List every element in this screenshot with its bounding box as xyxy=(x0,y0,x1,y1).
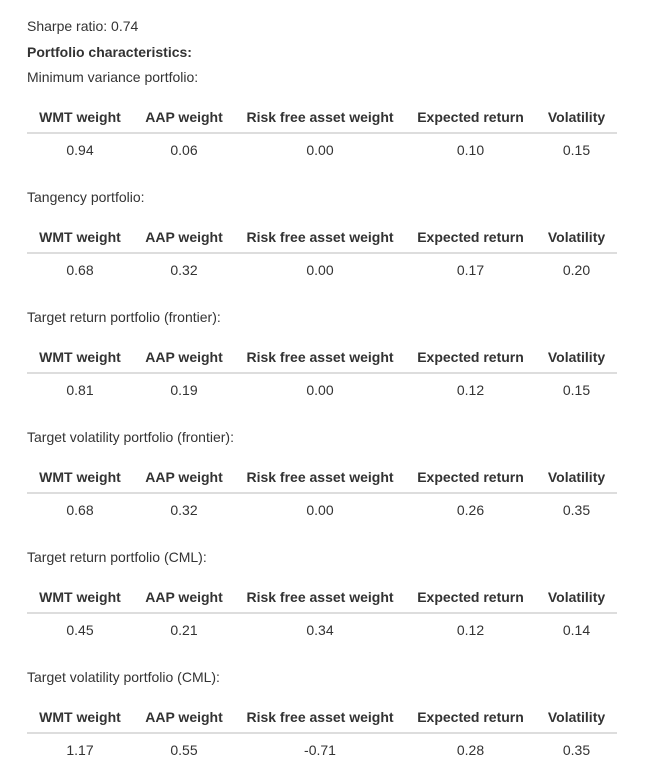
column-header-aap-weight: AAP weight xyxy=(133,221,235,254)
cell-expected-return: 0.28 xyxy=(456,741,485,758)
portfolio-caption: Target return portfolio (CML): xyxy=(27,549,207,565)
table-row: 1.17 0.55 -0.71 0.28 0.35 xyxy=(27,733,617,765)
cell-wmt-weight: 1.17 xyxy=(66,741,94,758)
cell-aap-weight: 0.21 xyxy=(170,621,198,638)
column-header-volatility: Volatility xyxy=(536,341,617,374)
column-header-expected-return: Expected return xyxy=(405,101,536,134)
portfolio-table: WMT weight AAP weight Risk free asset we… xyxy=(27,581,617,645)
portfolio-table: WMT weight AAP weight Risk free asset we… xyxy=(27,461,617,525)
table-header-row: WMT weight AAP weight Risk free asset we… xyxy=(27,581,617,614)
column-header-wmt-weight: WMT weight xyxy=(27,461,133,494)
column-header-risk-free-weight: Risk free asset weight xyxy=(235,581,405,614)
table-header-row: WMT weight AAP weight Risk free asset we… xyxy=(27,221,617,254)
cell-aap-weight: 0.32 xyxy=(170,261,198,278)
table-header-row: WMT weight AAP weight Risk free asset we… xyxy=(27,341,617,374)
column-header-aap-weight: AAP weight xyxy=(133,101,235,134)
cell-volatility: 0.14 xyxy=(562,621,591,638)
table-row: 0.68 0.32 0.00 0.17 0.20 xyxy=(27,253,617,285)
column-header-volatility: Volatility xyxy=(536,581,617,614)
table-row: 0.68 0.32 0.00 0.26 0.35 xyxy=(27,493,617,525)
column-header-wmt-weight: WMT weight xyxy=(27,701,133,734)
column-header-aap-weight: AAP weight xyxy=(133,701,235,734)
cell-aap-weight: 0.19 xyxy=(170,381,198,398)
cell-aap-weight: 0.55 xyxy=(170,741,198,758)
cell-risk-free-weight: -0.71 xyxy=(304,741,336,758)
column-header-wmt-weight: WMT weight xyxy=(27,101,133,134)
cell-aap-weight: 0.32 xyxy=(170,501,198,518)
table-header-row: WMT weight AAP weight Risk free asset we… xyxy=(27,701,617,734)
cell-risk-free-weight: 0.00 xyxy=(306,381,334,398)
cell-risk-free-weight: 0.00 xyxy=(306,141,334,158)
cell-expected-return: 0.12 xyxy=(456,621,485,638)
column-header-risk-free-weight: Risk free asset weight xyxy=(235,221,405,254)
cell-volatility: 0.15 xyxy=(562,141,591,158)
cell-risk-free-weight: 0.00 xyxy=(306,501,334,518)
cell-expected-return: 0.26 xyxy=(456,501,485,518)
column-header-risk-free-weight: Risk free asset weight xyxy=(235,101,405,134)
column-header-volatility: Volatility xyxy=(536,461,617,494)
portfolio-report: Sharpe ratio: 0.74 Portfolio characteris… xyxy=(0,16,650,765)
column-header-wmt-weight: WMT weight xyxy=(27,341,133,374)
column-header-volatility: Volatility xyxy=(536,701,617,734)
table-row: 0.81 0.19 0.00 0.12 0.15 xyxy=(27,373,617,405)
column-header-risk-free-weight: Risk free asset weight xyxy=(235,701,405,734)
cell-volatility: 0.35 xyxy=(562,501,591,518)
portfolio-table: WMT weight AAP weight Risk free asset we… xyxy=(27,701,617,765)
table-header-row: WMT weight AAP weight Risk free asset we… xyxy=(27,461,617,494)
cell-wmt-weight: 0.94 xyxy=(66,141,94,158)
column-header-volatility: Volatility xyxy=(536,101,617,134)
column-header-expected-return: Expected return xyxy=(405,581,536,614)
table-header-row: WMT weight AAP weight Risk free asset we… xyxy=(27,101,617,134)
cell-expected-return: 0.12 xyxy=(456,381,485,398)
column-header-expected-return: Expected return xyxy=(405,221,536,254)
cell-volatility: 0.15 xyxy=(562,381,591,398)
column-header-volatility: Volatility xyxy=(536,221,617,254)
portfolio-table: WMT weight AAP weight Risk free asset we… xyxy=(27,221,617,285)
cell-volatility: 0.35 xyxy=(562,741,591,758)
cell-expected-return: 0.10 xyxy=(456,141,485,158)
column-header-wmt-weight: WMT weight xyxy=(27,221,133,254)
cell-risk-free-weight: 0.00 xyxy=(306,261,334,278)
column-header-expected-return: Expected return xyxy=(405,701,536,734)
table-row: 0.94 0.06 0.00 0.10 0.15 xyxy=(27,133,617,165)
cell-expected-return: 0.17 xyxy=(456,261,485,278)
sharpe-ratio-text: Sharpe ratio: 0.74 xyxy=(27,18,139,34)
portfolio-caption: Minimum variance portfolio: xyxy=(27,69,199,85)
cell-risk-free-weight: 0.34 xyxy=(306,621,334,638)
column-header-risk-free-weight: Risk free asset weight xyxy=(235,341,405,374)
cell-volatility: 0.20 xyxy=(562,261,591,278)
cell-wmt-weight: 0.81 xyxy=(66,381,94,398)
column-header-risk-free-weight: Risk free asset weight xyxy=(235,461,405,494)
portfolio-caption: Target volatility portfolio (frontier): xyxy=(27,429,234,445)
column-header-aap-weight: AAP weight xyxy=(133,341,235,374)
column-header-aap-weight: AAP weight xyxy=(133,461,235,494)
portfolio-caption: Target volatility portfolio (CML): xyxy=(27,669,220,685)
column-header-expected-return: Expected return xyxy=(405,461,536,494)
column-header-aap-weight: AAP weight xyxy=(133,581,235,614)
table-row: 0.45 0.21 0.34 0.12 0.14 xyxy=(27,613,617,645)
column-header-expected-return: Expected return xyxy=(405,341,536,374)
cell-wmt-weight: 0.68 xyxy=(66,261,94,278)
column-header-wmt-weight: WMT weight xyxy=(27,581,133,614)
cell-wmt-weight: 0.45 xyxy=(66,621,94,638)
portfolio-table: WMT weight AAP weight Risk free asset we… xyxy=(27,101,617,165)
portfolio-characteristics-heading: Portfolio characteristics: xyxy=(27,44,192,60)
cell-aap-weight: 0.06 xyxy=(170,141,198,158)
portfolio-table: WMT weight AAP weight Risk free asset we… xyxy=(27,341,617,405)
cell-wmt-weight: 0.68 xyxy=(66,501,94,518)
portfolio-caption: Target return portfolio (frontier): xyxy=(27,309,221,325)
portfolio-caption: Tangency portfolio: xyxy=(27,189,145,205)
